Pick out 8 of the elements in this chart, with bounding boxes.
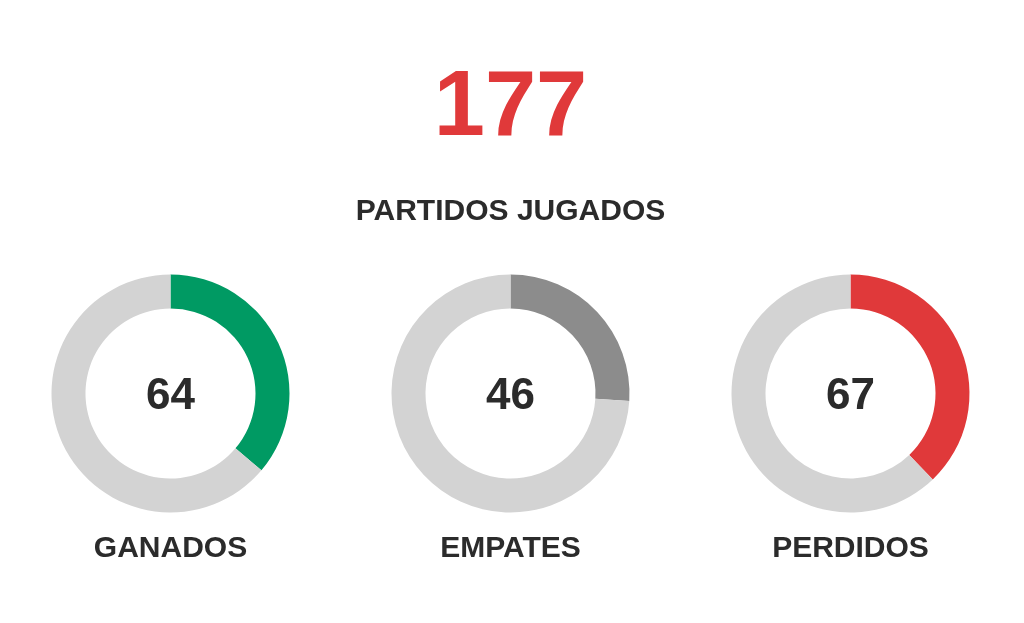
text: PERDIDOS — [772, 530, 929, 564]
data-label: 46 — [486, 369, 535, 418]
text: GANADOS — [93, 530, 248, 564]
text: PARTIDOS JUGADOS — [355, 193, 666, 227]
data-label: 64 — [146, 369, 196, 418]
text: 177 — [433, 51, 588, 154]
data-label: 67 — [826, 369, 875, 418]
text: EMPATES — [440, 530, 581, 564]
